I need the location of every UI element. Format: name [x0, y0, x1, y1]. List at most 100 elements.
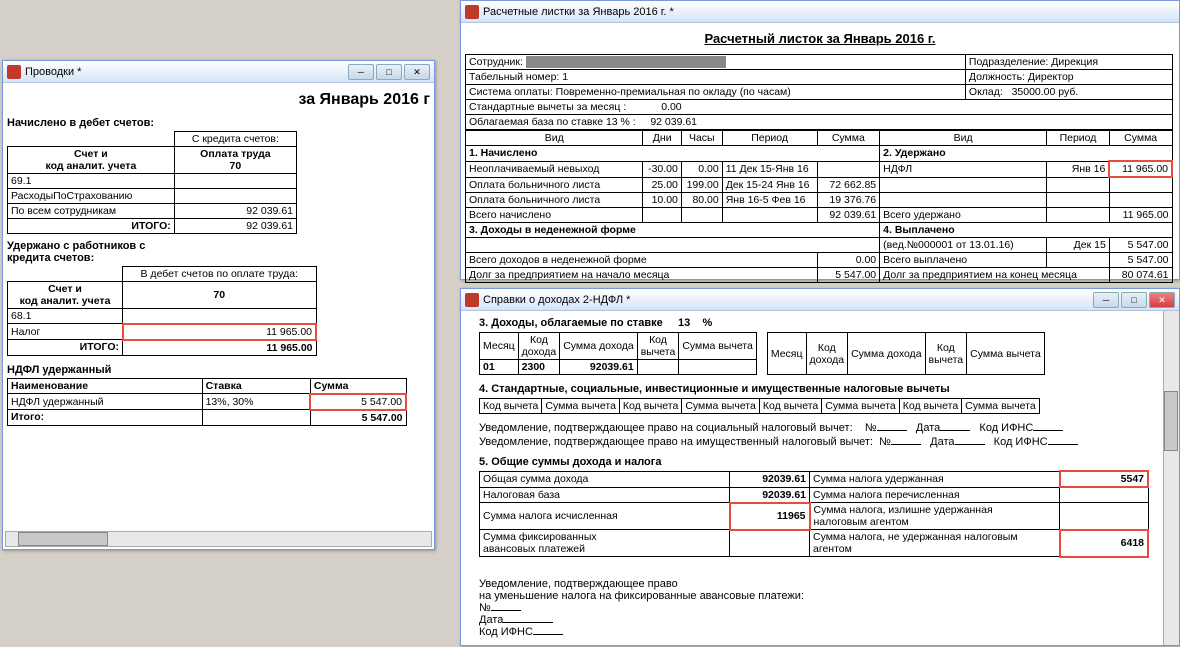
- tabnum-val: 1: [562, 71, 568, 83]
- minimize-button[interactable]: ─: [348, 64, 374, 80]
- h-chasy: Часы: [681, 131, 722, 146]
- col-sum: Сумма: [310, 378, 406, 394]
- sec3-rate: 13: [678, 317, 690, 329]
- itogo-1: ИТОГО:: [8, 219, 175, 234]
- s4-kv-2: Код вычета: [619, 399, 681, 414]
- section1-title: Начислено в дебет счетов:: [7, 117, 430, 129]
- h-sv-2: Сумма вычета: [967, 333, 1045, 375]
- h-kd: Код дохода: [518, 333, 560, 360]
- ndfl-row-sum-highlight: 5 547.00: [310, 394, 406, 410]
- row-69-label: РасходыПоСтрахованию: [8, 189, 175, 204]
- employee-label: Сотрудник:: [469, 56, 523, 68]
- stddeduct-label: Стандартные вычеты за месяц :: [469, 101, 626, 113]
- stddeduct-val: 0.00: [661, 101, 681, 113]
- rv4-highlight: 6418: [1060, 530, 1149, 557]
- minimize-button[interactable]: ─: [1093, 292, 1119, 308]
- h-sd: Сумма дохода: [560, 333, 637, 360]
- num-3: №: [479, 602, 491, 614]
- section2-title: Удержано с работников с кредита счетов:: [7, 240, 430, 264]
- payslip-window: Расчетные листки за Январь 2016 г. * Рас…: [460, 0, 1180, 280]
- system-label: Система оплаты:: [469, 86, 553, 98]
- h-period-1: Период: [722, 131, 817, 146]
- date-2: Дата: [930, 436, 954, 448]
- maximize-button[interactable]: □: [1121, 292, 1147, 308]
- ndfl-row-name: НДФЛ удержанный: [8, 394, 203, 410]
- total-vypl: Всего выплачено: [880, 252, 1047, 267]
- h-vid-2: Вид: [880, 131, 1047, 146]
- credit-label: С кредита счетов:: [174, 132, 296, 147]
- col-rate: Ставка: [202, 378, 310, 394]
- header-account-2: Счет и код аналит. учета: [8, 282, 123, 309]
- dept-label: Подразделение:: [969, 56, 1048, 68]
- s4-sv-4: Сумма вычета: [962, 399, 1040, 414]
- tabnum-label: Табельный номер:: [469, 71, 559, 83]
- ndfl-header: НДФЛ удержанный: [7, 364, 430, 376]
- payslip-title: Расчетные листки за Январь 2016 г. *: [483, 6, 1175, 18]
- vedomost-per: Дек 15: [1047, 237, 1110, 252]
- h-dni: Дни: [643, 131, 681, 146]
- sec2-title: 2. Удержано: [880, 146, 1172, 162]
- ndfl-vscroll[interactable]: [1163, 311, 1179, 645]
- debt-start: Долг за предприятием на начало месяца: [466, 267, 818, 282]
- salary-label: Оклад:: [969, 86, 1003, 98]
- ifns-3: Код ИФНС: [479, 626, 533, 638]
- vscroll-thumb[interactable]: [1164, 391, 1178, 451]
- ndfl-titlebar[interactable]: Справки о доходах 2-НДФЛ * ─ □ ✕: [461, 289, 1179, 311]
- header-account: Счет и код аналит. учета: [8, 147, 175, 174]
- row-69-val: 92 039.61: [174, 204, 296, 219]
- close-button[interactable]: ✕: [404, 64, 430, 80]
- s4-kv-3: Код вычета: [759, 399, 821, 414]
- taxbase-val: 92 039.61: [650, 116, 697, 128]
- sec4-title: 4. Выплачено: [880, 222, 1172, 237]
- h-sd-2: Сумма дохода: [848, 333, 925, 375]
- close-button[interactable]: ✕: [1149, 292, 1175, 308]
- debt-end: Долг за предприятием на конец месяца: [880, 267, 1110, 282]
- u1-per: Янв 16: [1047, 161, 1110, 177]
- h-summa-2: Сумма: [1109, 131, 1172, 146]
- app-icon: [465, 5, 479, 19]
- sec3-pct: %: [702, 317, 712, 329]
- postings-window: Проводки * ─ □ ✕ за Январь 2016 г Начисл…: [2, 60, 435, 550]
- postings-hscroll[interactable]: [5, 531, 432, 547]
- date-1: Дата: [916, 422, 940, 434]
- vedomost: (вед.№000001 от 13.01.16): [880, 237, 1047, 252]
- total-ned-sum: 0.00: [817, 252, 880, 267]
- total-nach: Всего начислено: [466, 207, 643, 222]
- sec3-title: 3. Доходы в неденежной форме: [466, 222, 880, 237]
- l2: Налоговая база: [480, 487, 730, 503]
- u1-sum-highlight: 11 965.00: [1109, 161, 1172, 177]
- ndfl-total-sum: 5 547.00: [310, 410, 406, 426]
- itogo-2: ИТОГО:: [8, 340, 123, 356]
- maximize-button[interactable]: □: [376, 64, 402, 80]
- h-kv-2: Код вычета: [925, 333, 967, 375]
- payslip-titlebar[interactable]: Расчетные листки за Январь 2016 г. *: [461, 1, 1179, 23]
- vedomost-sum: 5 547.00: [1109, 237, 1172, 252]
- notice3: Уведомление, подтверждающее право на уме…: [479, 578, 804, 602]
- row-69-acct: 69.1: [8, 174, 175, 189]
- h-kd-2: Код дохода: [806, 333, 848, 375]
- r4-label: Сумма налога, не удержанная налоговым аг…: [810, 530, 1060, 557]
- u1-name: НДФЛ: [880, 161, 1047, 177]
- pos-label: Должность:: [969, 71, 1025, 83]
- scroll-thumb[interactable]: [18, 532, 108, 546]
- app-icon: [465, 293, 479, 307]
- date-3: Дата: [479, 614, 503, 626]
- l4: Сумма фиксированных авансовых платежей: [480, 530, 730, 557]
- debt-start-sum: 5 547.00: [817, 267, 880, 282]
- sec5-label: 5. Общие суммы дохода и налога: [479, 456, 1159, 468]
- row-69-sub: По всем сотрудникам: [8, 204, 175, 219]
- postings-titlebar[interactable]: Проводки * ─ □ ✕: [3, 61, 434, 83]
- num-1: №: [865, 422, 877, 434]
- pos-val: Директор: [1028, 71, 1074, 83]
- itogo-2-val: 11 965.00: [123, 340, 316, 356]
- s4-kv-4: Код вычета: [899, 399, 961, 414]
- r2-label: Сумма налога перечисленная: [810, 487, 1060, 503]
- h-kv: Код вычета: [637, 333, 679, 360]
- salary-val: 35000.00 руб.: [1012, 86, 1079, 98]
- r-kd: 2300: [518, 360, 560, 375]
- ifns-2: Код ИФНС: [994, 436, 1048, 448]
- r3-name: Оплата больничного листа: [466, 192, 643, 207]
- sec3-label: 3. Доходы, облагаемые по ставке: [479, 317, 663, 329]
- debit-label: В дебет счетов по оплате труда:: [123, 267, 316, 282]
- r3-dni: 10.00: [643, 192, 681, 207]
